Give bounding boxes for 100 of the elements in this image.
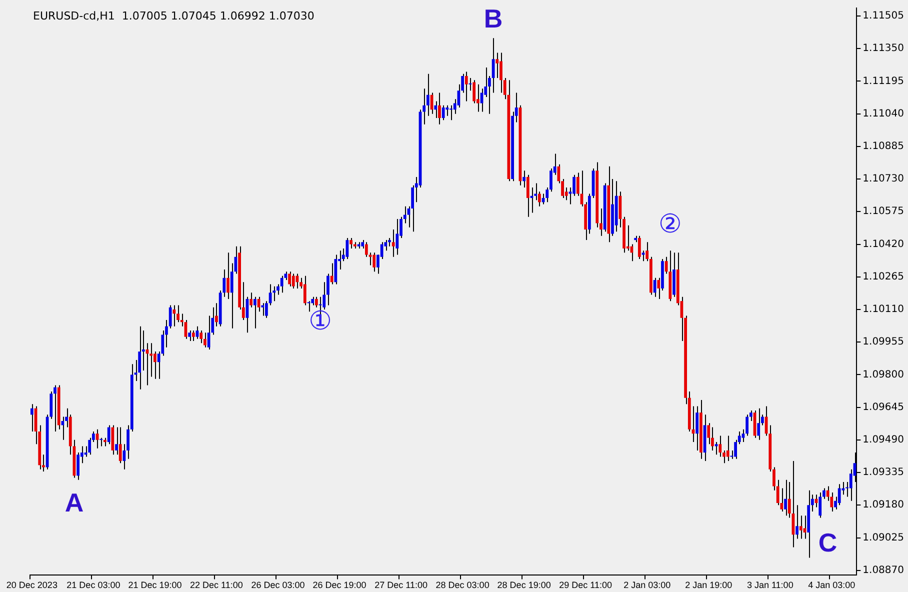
- candlestick: [54, 384, 56, 432]
- x-tick-label: 27 Dec 11:00: [374, 580, 428, 590]
- candlestick: [334, 254, 338, 285]
- candlestick: [364, 242, 368, 258]
- chart-title: EURUSD-cd,H1 1.07005 1.07045 1.06992 1.07030: [33, 9, 314, 22]
- y-tick-label: 1.09955: [862, 336, 904, 348]
- x-tick-label: 22 Dec 11:00: [190, 580, 243, 590]
- candlestick: [188, 330, 192, 342]
- candlestick: [261, 302, 264, 316]
- y-tick-label: 1.11350: [862, 43, 904, 54]
- candlestick: [315, 296, 318, 308]
- y-tick-label: 1.10885: [862, 141, 904, 152]
- candlestick: [30, 404, 34, 432]
- y-tick-label: 1.09490: [862, 434, 904, 446]
- candlestick: [707, 422, 710, 445]
- x-tick-label: 26 Dec 03:00: [251, 580, 305, 590]
- candlestick: [838, 484, 841, 506]
- candlestick: [372, 252, 376, 272]
- candlestick: [61, 416, 64, 440]
- candlestick: [107, 424, 110, 445]
- candlestick: [88, 437, 92, 456]
- x-tick-label: 21 Dec 03:00: [66, 580, 120, 590]
- candlestick: [303, 275, 306, 306]
- y-tick-label: 1.10265: [862, 271, 904, 282]
- candlestick: [204, 332, 206, 348]
- candlestick: [522, 170, 526, 188]
- candlestick: [138, 326, 142, 390]
- x-tick-label: 21 Dec 19:00: [128, 580, 182, 590]
- candlestick: [280, 275, 284, 294]
- x-tick-label: 28 Dec 03:00: [436, 580, 490, 590]
- candlestick: [500, 52, 502, 94]
- y-tick-label: 1.10575: [862, 206, 904, 218]
- y-tick-label: 1.09180: [862, 500, 904, 511]
- candlestick: [696, 406, 699, 451]
- candlestick: [526, 174, 530, 218]
- candlestick: [450, 104, 452, 121]
- annotation: ②: [658, 210, 682, 240]
- candlestick: [718, 435, 722, 458]
- candlestick: [734, 439, 737, 460]
- y-tick-label: 1.10420: [862, 238, 904, 250]
- x-tick-label: 29 Dec 11:00: [559, 580, 612, 590]
- candlestick: [272, 286, 276, 302]
- candlestick: [434, 100, 438, 119]
- candlestick: [638, 235, 641, 260]
- y-tick-label: 1.08870: [862, 564, 904, 576]
- candlestick: [226, 252, 230, 300]
- candlestick: [757, 408, 760, 440]
- candlestick: [396, 218, 399, 256]
- y-tick-label: 1.09025: [862, 532, 904, 544]
- x-tick-label: 4 Jan 03:00: [808, 580, 856, 590]
- x-tick-label: 20 Dec 2023: [6, 580, 58, 590]
- candlestick: [711, 426, 714, 451]
- candlestick: [172, 304, 176, 327]
- x-tick-label: 2 Jan 03:00: [624, 580, 671, 590]
- candlestick: [392, 229, 395, 258]
- candlestick: [496, 52, 499, 79]
- candlestick: [253, 296, 256, 329]
- candlestick: [118, 426, 122, 464]
- annotation: B: [484, 4, 503, 34]
- y-tick-label: 1.09645: [862, 402, 904, 413]
- y-tick-label: 1.09800: [862, 369, 904, 380]
- x-tick-label: 26 Dec 19:00: [312, 580, 366, 590]
- candlestick: [192, 330, 195, 342]
- candlestick: [464, 71, 468, 102]
- candlestick: [115, 426, 118, 456]
- y-tick-label: 1.11505: [862, 10, 904, 22]
- candlestick: [326, 273, 330, 306]
- candlestick: [288, 271, 291, 287]
- candlestick: [714, 442, 718, 456]
- candlestick: [476, 84, 480, 112]
- y-tick-label: 1.10110: [862, 304, 904, 316]
- candlestick: [411, 184, 414, 232]
- y-tick-label: 1.09335: [862, 467, 904, 478]
- y-tick-label: 1.11195: [862, 76, 904, 87]
- x-tick-label: 28 Dec 19:00: [497, 580, 551, 590]
- candlestick: [250, 292, 253, 308]
- candlestick: [642, 250, 645, 262]
- x-tick-label: 3 Jan 11:00: [746, 580, 794, 590]
- candlestick: [350, 237, 352, 249]
- candlestick: [265, 300, 268, 318]
- candlestick: [176, 304, 180, 323]
- annotation: A: [64, 487, 84, 518]
- candlestick: [799, 515, 802, 540]
- candlestick: [168, 304, 172, 329]
- candlestick: [200, 330, 203, 344]
- y-tick-label: 1.11040: [862, 108, 904, 120]
- candlestick: [442, 104, 445, 121]
- candlestick: [796, 504, 798, 540]
- y-tick-label: 1.10730: [862, 174, 904, 185]
- candlestick: [446, 104, 449, 116]
- candlestick: [657, 277, 660, 300]
- candlestick: [726, 435, 730, 462]
- candlestick: [76, 452, 80, 480]
- candlestick: [818, 492, 822, 518]
- candlestick: [111, 424, 114, 456]
- candlestick: [438, 92, 441, 125]
- candlestick: [472, 80, 476, 104]
- candlestick: [788, 482, 791, 518]
- candlestick: [292, 273, 295, 289]
- annotation: C: [818, 528, 838, 558]
